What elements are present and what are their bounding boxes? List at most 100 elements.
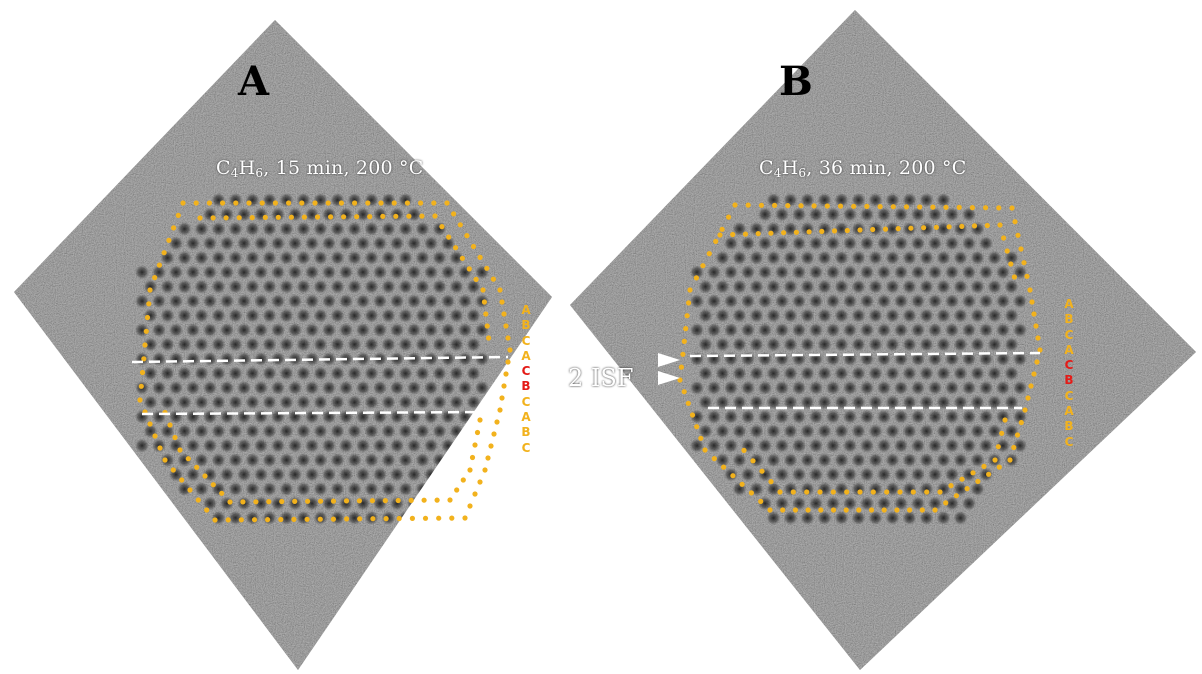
atom-marker bbox=[995, 444, 1001, 450]
atom-column bbox=[219, 294, 235, 309]
atom-column bbox=[440, 265, 456, 280]
atom-column bbox=[143, 366, 158, 381]
atom-column bbox=[732, 250, 747, 265]
atom-marker bbox=[1025, 395, 1031, 401]
atom-marker bbox=[897, 489, 903, 495]
atom-column bbox=[953, 337, 968, 352]
atom-column bbox=[194, 279, 209, 294]
atom-column bbox=[279, 279, 294, 294]
atom-column bbox=[978, 409, 994, 424]
atom-column bbox=[364, 337, 379, 352]
atom-marker bbox=[1001, 235, 1007, 241]
atom-marker bbox=[732, 202, 738, 208]
atom-column bbox=[449, 424, 464, 439]
atom-marker bbox=[1028, 383, 1034, 389]
atom-column bbox=[910, 265, 926, 280]
atom-marker bbox=[171, 225, 177, 231]
atom-column bbox=[1012, 438, 1028, 453]
atom-column bbox=[774, 380, 790, 395]
atom-column bbox=[876, 294, 892, 309]
atom-column bbox=[732, 395, 747, 410]
atom-column bbox=[330, 279, 345, 294]
atom-column bbox=[757, 380, 773, 395]
atom-column bbox=[689, 265, 705, 280]
atom-marker bbox=[474, 429, 481, 436]
atom-marker bbox=[1011, 444, 1017, 451]
atom-column bbox=[944, 409, 960, 424]
atom-marker bbox=[179, 477, 185, 483]
atom-marker bbox=[924, 489, 930, 495]
atom-marker bbox=[451, 211, 457, 217]
atom-marker bbox=[781, 230, 787, 236]
stacking-letter: A bbox=[521, 348, 531, 363]
atom-column bbox=[313, 395, 328, 410]
atom-marker bbox=[447, 497, 453, 503]
atom-marker bbox=[162, 457, 168, 463]
atom-column bbox=[228, 337, 243, 352]
atom-column bbox=[466, 279, 481, 294]
atom-marker bbox=[959, 223, 965, 229]
atom-column bbox=[347, 366, 362, 381]
atom-column bbox=[825, 380, 841, 395]
atom-marker bbox=[490, 276, 496, 282]
atom-column bbox=[432, 395, 447, 410]
atom-column bbox=[364, 308, 379, 323]
atom-marker bbox=[481, 299, 487, 305]
atom-marker bbox=[409, 515, 415, 522]
atom-column bbox=[177, 308, 192, 323]
atom-column bbox=[415, 308, 430, 323]
atom-column bbox=[381, 481, 396, 497]
atom-marker bbox=[453, 245, 459, 251]
atom-column bbox=[834, 366, 849, 381]
atom-marker bbox=[265, 517, 271, 523]
atom-marker bbox=[882, 226, 889, 232]
atom-column bbox=[338, 207, 354, 222]
atom-column bbox=[910, 438, 926, 453]
atom-column bbox=[825, 236, 841, 251]
atom-column bbox=[245, 308, 260, 323]
atom-column bbox=[253, 265, 269, 280]
atom-marker bbox=[292, 498, 298, 504]
atom-column bbox=[185, 265, 201, 280]
atom-marker bbox=[1007, 457, 1013, 463]
atom-marker bbox=[330, 516, 336, 522]
atom-column bbox=[287, 380, 303, 395]
atom-column bbox=[364, 279, 379, 294]
atom-column bbox=[262, 221, 277, 237]
atom-column bbox=[270, 265, 286, 280]
atom-column bbox=[749, 337, 764, 352]
atom-column bbox=[313, 452, 328, 468]
stacking-letter: B bbox=[521, 318, 531, 333]
atom-column bbox=[415, 366, 430, 381]
atom-column bbox=[194, 424, 209, 439]
atom-column bbox=[834, 221, 849, 237]
atom-column bbox=[389, 438, 405, 453]
atom-column bbox=[245, 452, 260, 468]
fault-line-b-upper bbox=[689, 351, 1041, 358]
atom-column bbox=[262, 337, 277, 352]
atom-column bbox=[978, 380, 994, 395]
panel-label-a: A bbox=[238, 58, 270, 105]
atom-column bbox=[766, 308, 781, 323]
atom-column bbox=[432, 424, 447, 439]
atom-column bbox=[228, 221, 243, 237]
atom-marker bbox=[393, 213, 399, 219]
atom-column bbox=[902, 279, 917, 294]
atom-column bbox=[228, 452, 243, 468]
atom-marker bbox=[1012, 219, 1018, 225]
atom-column bbox=[194, 221, 209, 237]
atom-column bbox=[740, 265, 756, 280]
atom-column bbox=[194, 395, 209, 410]
atom-column bbox=[372, 236, 388, 251]
atom-column bbox=[381, 366, 396, 381]
atom-column bbox=[449, 366, 464, 381]
atom-marker bbox=[275, 214, 281, 220]
atom-marker bbox=[730, 473, 736, 479]
atom-column bbox=[791, 236, 807, 251]
atom-column bbox=[423, 265, 439, 280]
atom-column bbox=[902, 424, 917, 439]
atom-column bbox=[791, 496, 807, 511]
atom-marker bbox=[383, 516, 389, 522]
atom-marker bbox=[686, 300, 692, 306]
